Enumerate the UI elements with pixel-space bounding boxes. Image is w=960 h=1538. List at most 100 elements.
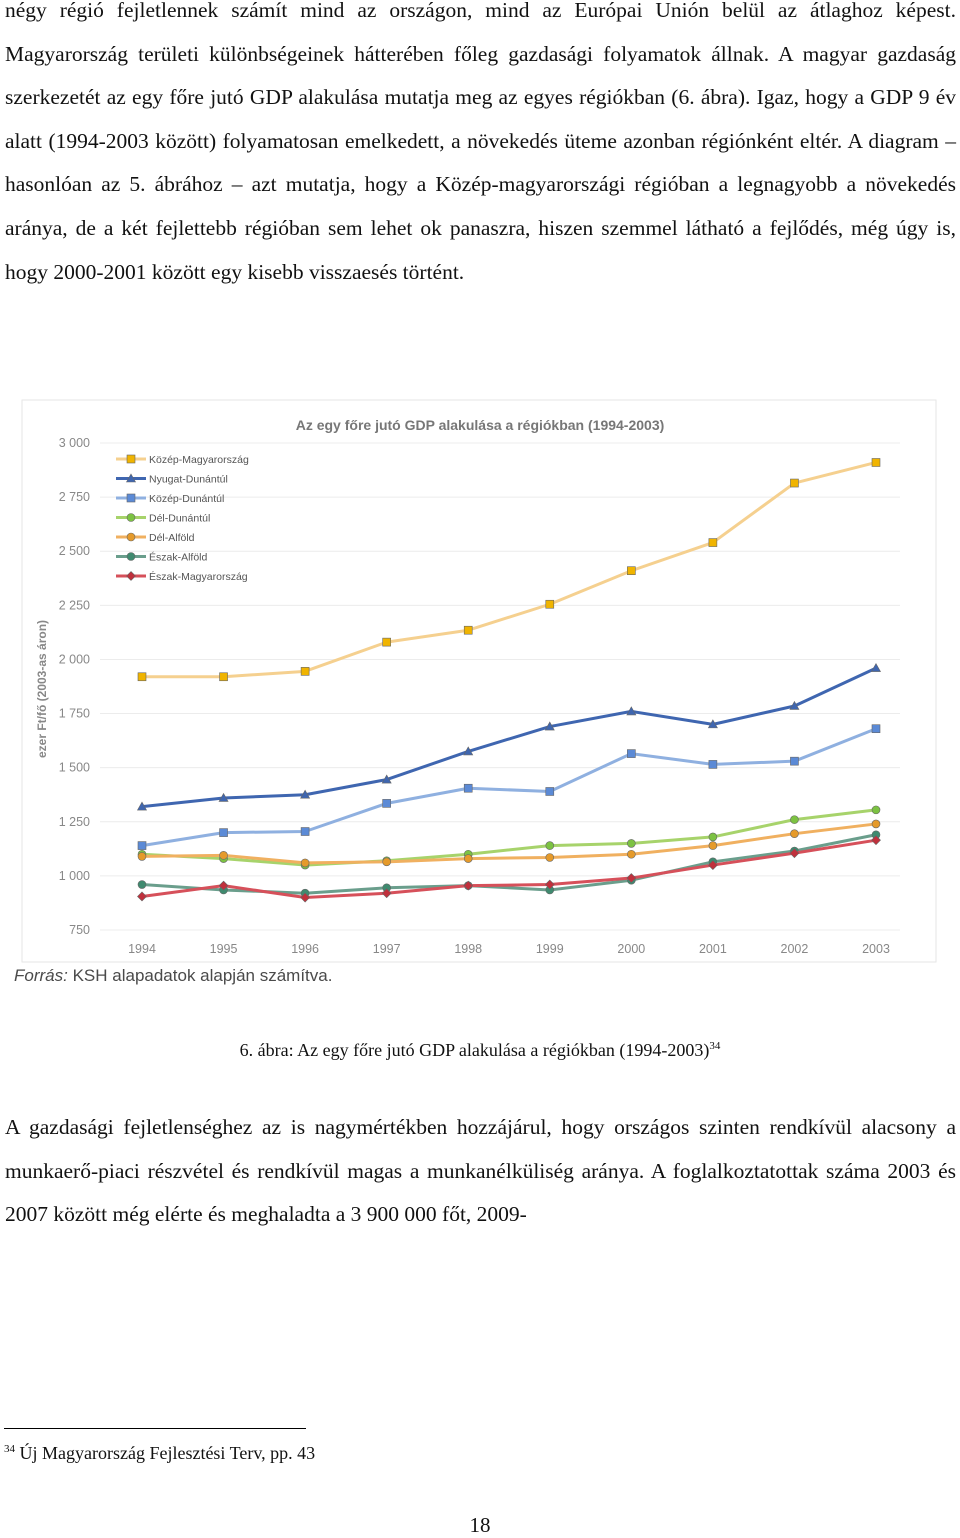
- legend-label: Közép-Magyarország: [149, 454, 249, 466]
- legend-label: Közép-Dunántúl: [149, 493, 224, 505]
- data-point: [871, 819, 881, 829]
- legend-label: Dél-Alföld: [149, 532, 195, 544]
- legend-item: Dél-Dunántúl: [116, 513, 210, 525]
- x-tick-label: 2001: [699, 942, 727, 956]
- data-point: [463, 880, 474, 891]
- legend-label: Dél-Dunántúl: [149, 513, 210, 525]
- data-point: [708, 760, 718, 769]
- data-point: [126, 493, 136, 503]
- data-point: [137, 852, 147, 861]
- data-point: [381, 888, 392, 899]
- series-Észak-Magyarország: [137, 835, 881, 903]
- gdp-line-chart: 750 1 000 1 250 1 500 1 750 2 000 2 250 2 500 2 …: [21, 399, 937, 963]
- data-point: [545, 599, 555, 609]
- data-point: [790, 829, 799, 838]
- data-point: [300, 827, 310, 836]
- figure-caption: 6. ábra: Az egy főre jutó GDP alakulása …: [0, 1040, 960, 1061]
- x-tick-label: 1997: [373, 942, 401, 956]
- series-line: [142, 461, 877, 679]
- y-tick-label: 3 000: [59, 436, 90, 450]
- data-point: [627, 849, 636, 859]
- data-point: [627, 566, 636, 576]
- body-paragraph-bottom: A gazdasági fejletlenséghez az is nagymé…: [5, 1115, 956, 1227]
- data-point: [707, 860, 718, 870]
- data-point: [789, 700, 800, 710]
- data-point: [126, 571, 136, 581]
- data-point: [382, 799, 391, 808]
- x-tick-label: 1999: [536, 942, 564, 956]
- footnote-text: Új Magyarország Fejlesztési Terv, pp. 43: [19, 1443, 316, 1463]
- data-point: [137, 841, 147, 850]
- data-point: [871, 724, 881, 734]
- data-point: [871, 458, 881, 467]
- data-point: [463, 625, 473, 635]
- data-point: [382, 637, 391, 647]
- legend-label: Észak-Alföld: [149, 551, 208, 564]
- y-axis-label: ezer Ft/fő (2003-as áron): [35, 620, 49, 758]
- data-point: [381, 774, 392, 784]
- footnote: 34 Új Magyarország Fejlesztési Terv, pp.…: [4, 1443, 315, 1464]
- page-number: 18: [469, 1513, 491, 1537]
- footnote-divider: [4, 1428, 306, 1429]
- data-point: [790, 815, 799, 824]
- y-tick-label: 1 250: [59, 815, 90, 829]
- y-tick-label: 1 500: [59, 761, 90, 775]
- data-point: [544, 721, 555, 731]
- data-point: [126, 532, 136, 542]
- data-point: [626, 873, 637, 883]
- chart-title: Az egy főre jutó GDP alakulása a régiókb…: [296, 417, 665, 433]
- data-point: [463, 783, 473, 793]
- data-point: [382, 857, 391, 867]
- x-tick-label: 2003: [862, 942, 890, 956]
- series-Közép-Dunántúl: [137, 724, 881, 850]
- data-point: [544, 879, 555, 890]
- series-line: [141, 838, 877, 900]
- x-tick-label: 1998: [454, 942, 482, 956]
- data-point: [300, 892, 311, 903]
- series-Dél-Alföld: [137, 819, 881, 868]
- data-point: [126, 454, 136, 464]
- data-point: [871, 835, 881, 846]
- data-point: [137, 891, 147, 902]
- data-point: [627, 839, 636, 848]
- x-tick-label: 1995: [210, 942, 238, 956]
- series-line: [141, 808, 877, 867]
- legend-item: Közép-Dunántúl: [116, 493, 224, 505]
- data-point: [870, 662, 882, 672]
- data-point: [545, 841, 555, 850]
- data-point: [300, 789, 311, 799]
- data-point: [790, 478, 799, 488]
- x-tick-label: 2000: [617, 942, 645, 956]
- chart-legend: Közép-Magyarország Nyugat-Dunántúl Közép-D…: [116, 454, 249, 583]
- legend-item: Észak-Alföld: [116, 551, 208, 564]
- x-tick-label: 1994: [128, 942, 156, 956]
- chart-frame: [21, 399, 937, 963]
- footnote-number: 34: [4, 1443, 15, 1455]
- data-point: [218, 792, 229, 802]
- data-point: [707, 719, 718, 729]
- data-point: [545, 787, 555, 796]
- data-point: [126, 552, 136, 561]
- body-paragraph-top: négy régió fejletlennek számít mind az o…: [5, 0, 956, 284]
- y-tick-label: 2 250: [59, 598, 90, 612]
- y-tick-label: 750: [69, 923, 90, 937]
- y-tick-label: 1 750: [59, 707, 90, 721]
- data-point: [136, 801, 148, 811]
- y-tick-label: 2 750: [59, 490, 90, 504]
- data-point: [626, 706, 637, 716]
- data-point: [300, 667, 310, 676]
- data-point: [463, 746, 474, 756]
- source-text: KSH alapadatok alapján számítva.: [72, 966, 333, 985]
- legend-item: Közép-Magyarország: [116, 454, 249, 466]
- y-tick-label: 2 500: [59, 544, 90, 558]
- data-point: [218, 880, 229, 891]
- legend-item: Nyugat-Dunántúl: [116, 473, 228, 486]
- series-line: [141, 727, 877, 848]
- y-tick-label: 2 000: [59, 652, 90, 666]
- series-Nyugat-Dunántúl: [136, 662, 882, 811]
- data-point: [219, 828, 228, 837]
- data-point: [790, 756, 799, 766]
- data-point: [219, 672, 228, 682]
- caption-footnote-ref: 34: [709, 1040, 721, 1052]
- series-line: [141, 822, 877, 865]
